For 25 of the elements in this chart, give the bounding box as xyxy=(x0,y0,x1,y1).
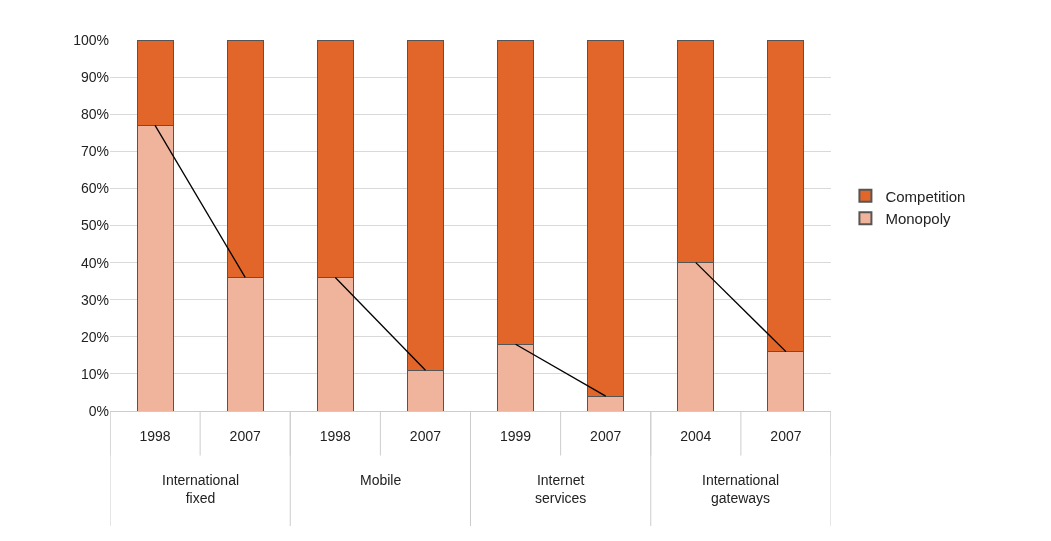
text: International fixed xyxy=(162,472,240,507)
x-tick-label: 1999 xyxy=(499,427,532,444)
text: Internet services xyxy=(535,472,587,507)
y-tick-label: 100% xyxy=(73,31,109,48)
x-tick-label: 2007 xyxy=(590,427,622,444)
x-tick-label: 2007 xyxy=(770,427,802,444)
y-tick-label: 90% xyxy=(80,69,109,85)
y-tick-label: 40% xyxy=(80,254,109,271)
x-tick-label: 1998 xyxy=(319,427,352,444)
y-tick-label: 60% xyxy=(80,180,109,197)
y-tick-label: 70% xyxy=(80,143,109,160)
y-tick-label: 20% xyxy=(80,328,109,345)
text: International gateways xyxy=(702,472,780,507)
x-tick-label: 2007 xyxy=(409,427,442,444)
text: Mobile xyxy=(360,472,402,488)
y-tick-label: 80% xyxy=(80,106,109,123)
y-tick-label: 0% xyxy=(88,402,109,419)
y-tick-label: 10% xyxy=(80,365,109,382)
x-tick-label: 2004 xyxy=(680,427,712,444)
y-tick-label: 30% xyxy=(80,291,109,308)
legend-label: Monopoly xyxy=(885,210,951,228)
x-tick-label: 1998 xyxy=(139,427,171,444)
y-tick-label: 50% xyxy=(80,217,109,234)
legend-label: Competition xyxy=(885,187,966,205)
x-tick-label: 2007 xyxy=(229,427,261,444)
